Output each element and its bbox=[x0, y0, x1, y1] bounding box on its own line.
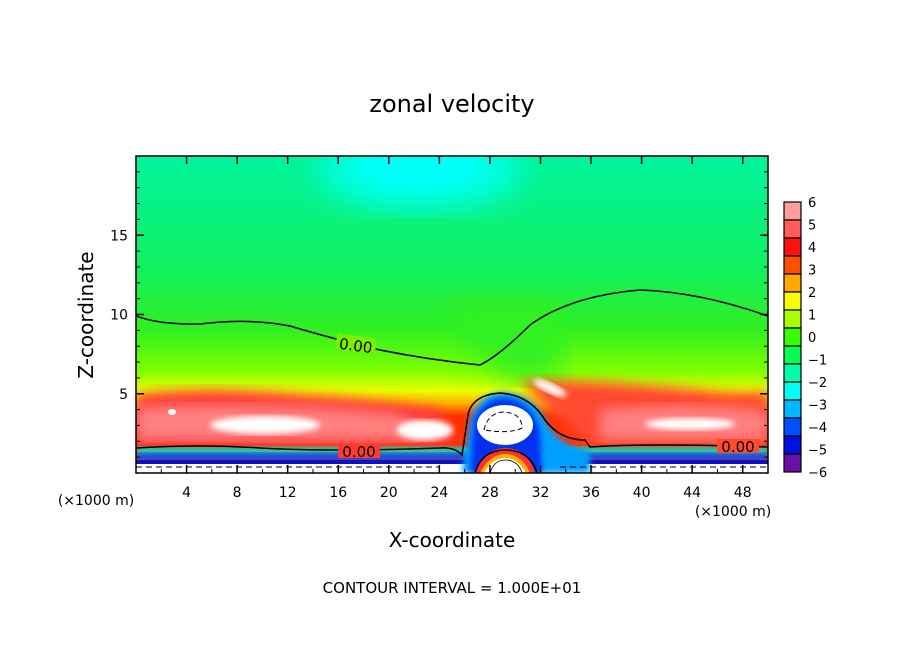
contour-interval-footer: CONTOUR INTERVAL = 1.000E+01 bbox=[323, 579, 582, 597]
x-tick-label: 44 bbox=[683, 485, 701, 501]
y-tick-label: 15 bbox=[110, 228, 128, 244]
colorbar-label: −3 bbox=[808, 399, 827, 414]
x-axis: 4 8 12 16 20 24 28 32 36 40 44 48 bbox=[160, 156, 752, 501]
x-tick-label: 20 bbox=[380, 485, 398, 501]
x-tick-label: 36 bbox=[582, 485, 600, 501]
max-region bbox=[210, 416, 320, 434]
y-axis-label: Z-coordinate bbox=[74, 251, 98, 378]
colorbar-cell bbox=[783, 399, 802, 419]
x-tick-label: 16 bbox=[329, 485, 347, 501]
x-tick-label: 8 bbox=[233, 485, 242, 501]
x-axis-label: X-coordinate bbox=[389, 528, 516, 552]
colorbar-cell bbox=[783, 309, 802, 329]
y-tick-label: 5 bbox=[119, 387, 128, 403]
colorbar-cell bbox=[783, 363, 802, 383]
chart-title: zonal velocity bbox=[369, 90, 534, 118]
colorbar-label: 1 bbox=[808, 309, 816, 324]
colorbar-cell bbox=[783, 201, 802, 221]
x-tick-label: 48 bbox=[734, 485, 752, 501]
x-tick-label: 12 bbox=[279, 485, 297, 501]
colorbar-cell bbox=[783, 453, 802, 473]
colorbar-label: −1 bbox=[808, 354, 827, 369]
colorbar-cell bbox=[783, 237, 802, 257]
colorbar-cell bbox=[783, 435, 802, 455]
x-unit-label-right: (×1000 m) bbox=[695, 504, 771, 520]
contour-label: 0.00 bbox=[342, 443, 375, 461]
colorbar-cell bbox=[783, 327, 802, 347]
contour-line-zero-upper bbox=[136, 289, 768, 366]
y-tick-label: 10 bbox=[110, 308, 128, 324]
contour-line-zero-lower bbox=[136, 392, 768, 457]
contour-label: 0.00 bbox=[338, 335, 374, 357]
x-tick-label: 40 bbox=[633, 485, 651, 501]
colorbar-cell bbox=[783, 381, 802, 401]
colorbar-cell bbox=[783, 291, 802, 311]
colorbar: 6 5 4 3 2 1 0 −1 −2 −3 −4 −5 −6 bbox=[783, 196, 827, 481]
colorbar-label: −4 bbox=[808, 421, 827, 436]
colorbar-label: −2 bbox=[808, 376, 827, 391]
x-tick-label: 24 bbox=[430, 485, 448, 501]
colorbar-label: 0 bbox=[808, 331, 816, 346]
x-tick-label: 32 bbox=[532, 485, 550, 501]
colorbar-cell bbox=[783, 345, 802, 365]
colorbar-label: 5 bbox=[808, 219, 816, 234]
colorbar-label: 4 bbox=[808, 241, 816, 256]
colorbar-label: −5 bbox=[808, 444, 827, 459]
colorbar-label: 2 bbox=[808, 286, 816, 301]
colorbar-cell bbox=[783, 219, 802, 239]
colorbar-label: 6 bbox=[808, 196, 816, 211]
x-unit-label-left: (×1000 m) bbox=[58, 493, 134, 509]
x-tick-label: 4 bbox=[182, 485, 191, 501]
colorbar-label: −6 bbox=[808, 466, 827, 481]
colorbar-cell bbox=[783, 273, 802, 293]
colorbar-label: 3 bbox=[808, 264, 816, 279]
colorbar-cell bbox=[783, 255, 802, 275]
contour-label: 0.00 bbox=[721, 438, 754, 456]
plot-field bbox=[136, 156, 768, 473]
y-axis: 5 10 15 bbox=[110, 171, 768, 458]
colorbar-cell bbox=[783, 417, 802, 437]
x-tick-label: 28 bbox=[481, 485, 499, 501]
